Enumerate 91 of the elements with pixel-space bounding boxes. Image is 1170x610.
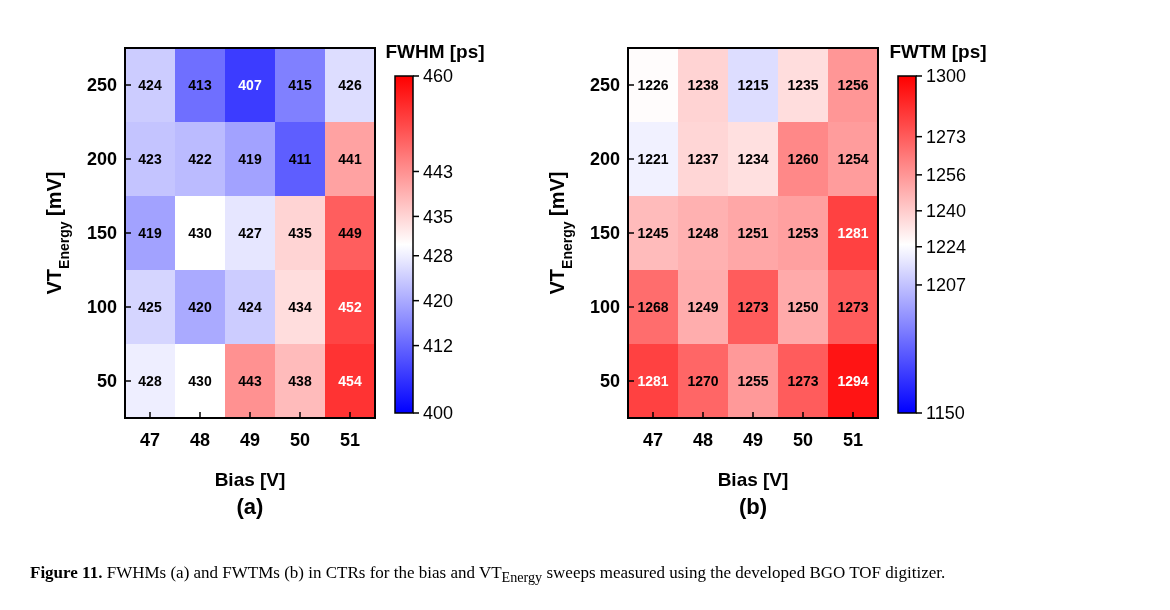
caption: Figure 11. FWHMs (a) and FWTMs (b) in CTRs for the bias and VT$_{Energy}$ sweeps measured using the developed BGO TOF digitizer.	[30, 563, 946, 586]
data-label: 419	[138, 224, 162, 241]
data-label: 1250	[787, 298, 819, 315]
color-bar-label: 1240	[926, 201, 967, 222]
data-label: 438	[288, 372, 312, 389]
color-bar-label: 1150	[926, 403, 965, 424]
data-label: 411	[288, 150, 312, 167]
color-bar-label: 1224	[926, 237, 967, 258]
data-label: 407	[238, 76, 262, 93]
text: (a)	[236, 494, 264, 519]
data-label: 1281	[637, 372, 669, 389]
y-tick-label: 50	[599, 371, 620, 392]
data-label: 1248	[687, 224, 719, 241]
data-label: 1226	[637, 76, 669, 93]
data-label: 435	[288, 224, 312, 241]
x-tick-label: 50	[289, 430, 311, 450]
x-tick-label: 51	[842, 430, 864, 450]
data-label: 452	[338, 298, 362, 315]
data-label: 1253	[787, 224, 819, 241]
data-label: 1273	[787, 372, 819, 389]
data-label: 1251	[737, 224, 769, 241]
color-bar-label: 412	[423, 335, 454, 356]
y-tick-label: 200	[86, 149, 117, 170]
data-label: 1249	[687, 298, 719, 315]
color-bar-label: 443	[423, 161, 454, 182]
x-tick-label: 48	[189, 430, 211, 450]
data-label: 419	[238, 150, 262, 167]
data-label: 1268	[637, 298, 669, 315]
data-label: 415	[288, 76, 312, 93]
x-tick-label: 51	[339, 430, 361, 450]
data-label: 1260	[787, 150, 819, 167]
data-label: 1234	[737, 150, 769, 167]
y-tick-label: 150	[589, 223, 620, 244]
data-label: 424	[238, 298, 262, 315]
color-bar-title: FWTM [ps]	[889, 41, 987, 62]
data-label: 454	[338, 372, 362, 389]
data-label: 1270	[687, 372, 719, 389]
x-tick-label: 49	[742, 430, 764, 450]
data-label: 425	[138, 298, 162, 315]
data-label: 1255	[737, 372, 769, 389]
data-label: 1215	[737, 76, 769, 93]
data-label: 1221	[637, 150, 669, 167]
data-label: 1273	[837, 298, 869, 315]
color-bar-label: 1256	[926, 165, 967, 186]
data-label: 428	[138, 372, 162, 389]
x-tick-label: 50	[792, 430, 814, 450]
color-bar-title: FWHM [ps]	[385, 41, 485, 62]
x-tick-label: 49	[239, 430, 261, 450]
color-bar-label: 1273	[926, 126, 967, 147]
y-tick-label: 250	[589, 75, 620, 96]
x-tick-label: 47	[139, 430, 161, 450]
data-label: 1281	[837, 224, 869, 241]
data-label: 430	[188, 372, 212, 389]
data-label: 1273	[737, 298, 769, 315]
data-label: 426	[338, 76, 362, 93]
color-bar-label: 460	[423, 66, 454, 87]
y-tick-label: 50	[96, 371, 117, 392]
color-bar-label: 1300	[926, 66, 967, 87]
data-label: 420	[188, 298, 212, 315]
y-tick-label: 100	[589, 297, 620, 318]
data-label: 430	[188, 224, 212, 241]
x-tick-label: 47	[642, 430, 664, 450]
x-axis-title: Bias [V]	[214, 469, 286, 490]
data-label: 1238	[687, 76, 719, 93]
data-label: 424	[138, 76, 162, 93]
data-label: 1294	[837, 372, 869, 389]
color-bar-label: 435	[423, 206, 454, 227]
y-tick-label: 200	[589, 149, 620, 170]
data-label: 423	[138, 150, 162, 167]
y-tick-label: 100	[86, 297, 117, 318]
data-label: 1235	[787, 76, 819, 93]
data-label: 1256	[837, 76, 869, 93]
data-label: 1237	[687, 150, 719, 167]
color-bar-label: 400	[423, 403, 454, 424]
data-label: 413	[188, 76, 212, 93]
x-tick-label: 48	[692, 430, 714, 450]
y-tick-label: 150	[86, 223, 117, 244]
data-label: 441	[338, 150, 362, 167]
data-label: 434	[288, 298, 312, 315]
x-axis-title: Bias [V]	[717, 469, 789, 490]
data-label: 1254	[837, 150, 869, 167]
color-bar-label: 1207	[926, 275, 967, 296]
data-label: 443	[238, 372, 262, 389]
color-bar-label: 420	[423, 290, 454, 311]
data-label: 427	[238, 224, 262, 241]
text: (b)	[738, 494, 768, 519]
data-label: 1245	[637, 224, 669, 241]
data-label: 449	[338, 224, 362, 241]
color-bar-label: 428	[423, 246, 454, 267]
y-tick-label: 250	[86, 75, 117, 96]
data-label: 422	[188, 150, 212, 167]
